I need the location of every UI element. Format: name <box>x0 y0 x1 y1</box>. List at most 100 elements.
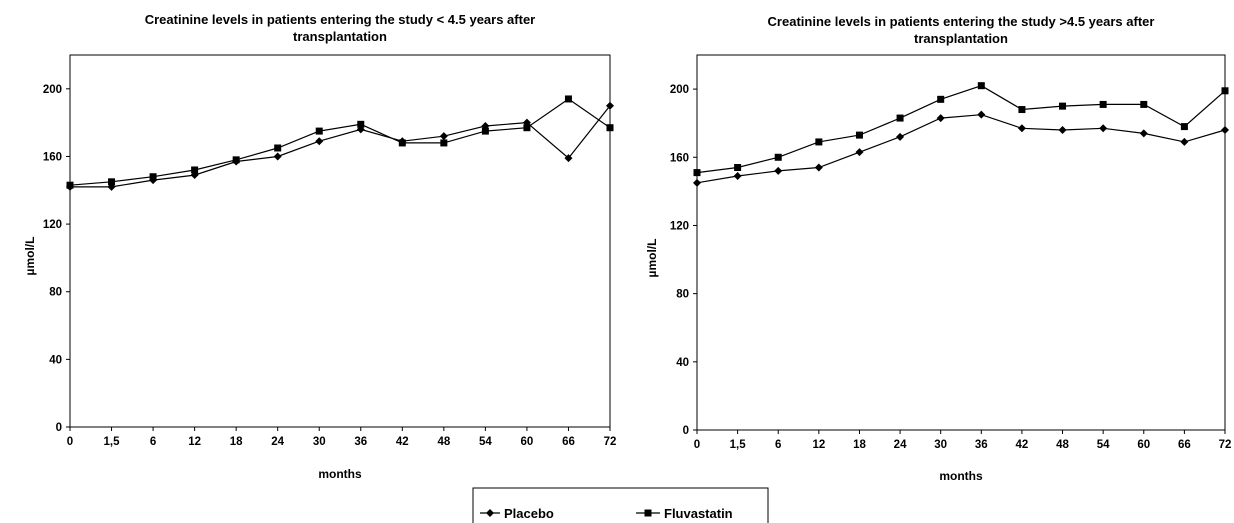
left-chart-point-fluvastatin <box>564 95 572 103</box>
right-chart-point-placebo <box>814 163 823 172</box>
right-chart-point-placebo <box>936 114 945 123</box>
left-chart-point-placebo <box>315 137 324 146</box>
right-chart-point-placebo <box>977 110 986 119</box>
right-chart-point-placebo <box>693 178 701 187</box>
legend: Placebo Fluvastatin <box>472 487 769 523</box>
right-chart-x-tick-label: 72 <box>1219 439 1232 451</box>
left-chart-x-tick-label: 18 <box>230 436 243 448</box>
left-chart-point-placebo <box>606 101 614 110</box>
right-chart-x-tick-label: 36 <box>975 439 988 451</box>
right-chart-point-fluvastatin <box>977 82 985 90</box>
right-chart-point-fluvastatin <box>1018 106 1026 114</box>
right-chart-x-tick-label: 48 <box>1056 439 1069 451</box>
right-chart-x-tick-label: 54 <box>1097 439 1110 451</box>
right-chart-point-fluvastatin <box>1180 123 1188 131</box>
right-chart-x-axis-label: months <box>939 469 983 483</box>
right-chart-point-placebo <box>774 166 783 175</box>
right-chart-point-fluvastatin <box>937 95 945 103</box>
left-chart-x-tick-label: 12 <box>188 436 201 448</box>
left-chart-point-fluvastatin <box>440 139 448 147</box>
right-chart-x-tick-label: 30 <box>934 439 947 451</box>
left-chart-y-axis-label: µmol/L <box>23 237 37 276</box>
left-chart-point-fluvastatin <box>523 124 531 132</box>
left-chart-point-fluvastatin <box>108 178 116 186</box>
left-chart-series-line-fluvastatin <box>69 98 611 186</box>
left-chart-x-tick-label: 60 <box>521 436 534 448</box>
left-chart-x-tick-label: 1,5 <box>104 436 121 448</box>
right-chart-y-tick-label: 40 <box>676 357 689 369</box>
right-chart-title-line-2: transplantation <box>914 31 1008 46</box>
right-chart-series-line-fluvastatin <box>696 85 1226 174</box>
legend-placebo-label: Placebo <box>504 506 554 521</box>
left-chart-point-placebo <box>273 152 282 161</box>
right-chart-y-tick-label: 0 <box>683 425 689 437</box>
legend-item-placebo: Placebo <box>480 506 554 521</box>
left-chart-point-fluvastatin <box>191 166 199 174</box>
left-chart-point-fluvastatin <box>398 139 406 147</box>
left-chart-point-fluvastatin <box>357 120 365 128</box>
right-chart-x-tick-label: 60 <box>1137 439 1150 451</box>
left-chart-y-tick-label: 0 <box>56 422 62 434</box>
right-chart-point-fluvastatin <box>1099 100 1107 108</box>
left-chart-plot-frame <box>69 54 611 428</box>
left-chart-point-fluvastatin <box>232 156 240 164</box>
right-chart-x-tick-label: 12 <box>812 439 825 451</box>
right-chart-x-tick-label: 18 <box>853 439 866 451</box>
right-chart-x-tick-label: 66 <box>1178 439 1191 451</box>
left-chart-point-fluvastatin <box>315 127 323 135</box>
left-chart-point-placebo <box>564 154 573 163</box>
right-chart-point-placebo <box>855 148 864 157</box>
right-chart-y-axis-label: µmol/L <box>645 239 659 278</box>
left-chart-x-tick-label: 66 <box>562 436 575 448</box>
left-chart-x-tick-label: 72 <box>604 436 617 448</box>
left-chart-x-tick-label: 54 <box>479 436 492 448</box>
right-chart-x-tick-label: 42 <box>1016 439 1029 451</box>
right-chart-x-tick-label: 1,5 <box>730 439 747 451</box>
right-chart-point-fluvastatin <box>1221 87 1229 95</box>
left-chart-x-tick-label: 30 <box>313 436 326 448</box>
right-chart-point-fluvastatin <box>734 164 742 171</box>
legend-item-fluvastatin: Fluvastatin <box>636 506 733 521</box>
right-chart-point-placebo <box>733 172 742 181</box>
legend-fluvastatin-label: Fluvastatin <box>664 506 733 521</box>
right-chart-point-placebo <box>896 132 905 141</box>
left-chart-y-tick-label: 160 <box>43 151 62 163</box>
left-chart-point-fluvastatin <box>66 181 74 189</box>
right-chart-y-tick-label: 200 <box>670 84 689 96</box>
left-chart: Creatinine levels in patients entering t… <box>23 12 616 481</box>
right-chart-y-tick-label: 160 <box>670 152 689 164</box>
left-chart-point-placebo <box>439 132 448 141</box>
left-chart-title-line-2: transplantation <box>293 29 387 44</box>
right-chart-x-tick-label: 24 <box>894 439 907 451</box>
left-chart-point-placebo <box>481 122 490 131</box>
left-chart-series-line-placebo <box>70 105 611 188</box>
legend-box <box>472 487 769 523</box>
right-chart-point-fluvastatin <box>855 131 863 139</box>
right-chart-point-placebo <box>1099 124 1108 133</box>
right-chart: Creatinine levels in patients entering t… <box>645 14 1231 483</box>
legend-placebo-diamond-marker <box>486 509 494 517</box>
left-chart-title-line-1: Creatinine levels in patients entering t… <box>145 12 536 27</box>
left-chart-y-tick-label: 200 <box>43 84 62 96</box>
right-chart-y-tick-label: 120 <box>670 220 689 232</box>
left-chart-y-tick-label: 80 <box>49 287 62 299</box>
right-chart-point-fluvastatin <box>1059 102 1067 110</box>
left-chart-y-tick-label: 120 <box>43 219 62 231</box>
right-chart-y-tick-label: 80 <box>676 289 689 301</box>
right-chart-point-placebo <box>1058 126 1067 134</box>
right-chart-point-fluvastatin <box>774 153 782 161</box>
left-chart-y-tick-label: 40 <box>49 354 62 366</box>
right-chart-point-placebo <box>1180 137 1189 146</box>
right-chart-plot-frame <box>696 54 1226 431</box>
left-chart-x-axis-label: months <box>318 467 362 481</box>
left-chart-x-tick-label: 0 <box>67 436 73 448</box>
right-chart-point-placebo <box>1017 124 1026 133</box>
left-chart-x-tick-label: 24 <box>271 436 284 448</box>
right-chart-point-fluvastatin <box>815 138 823 146</box>
right-chart-title-line-1: Creatinine levels in patients entering t… <box>768 14 1155 29</box>
legend-fluvastatin-square-marker <box>644 509 652 517</box>
left-chart-point-fluvastatin <box>149 173 157 181</box>
right-chart-point-fluvastatin <box>693 169 701 177</box>
left-chart-point-fluvastatin <box>481 127 489 135</box>
